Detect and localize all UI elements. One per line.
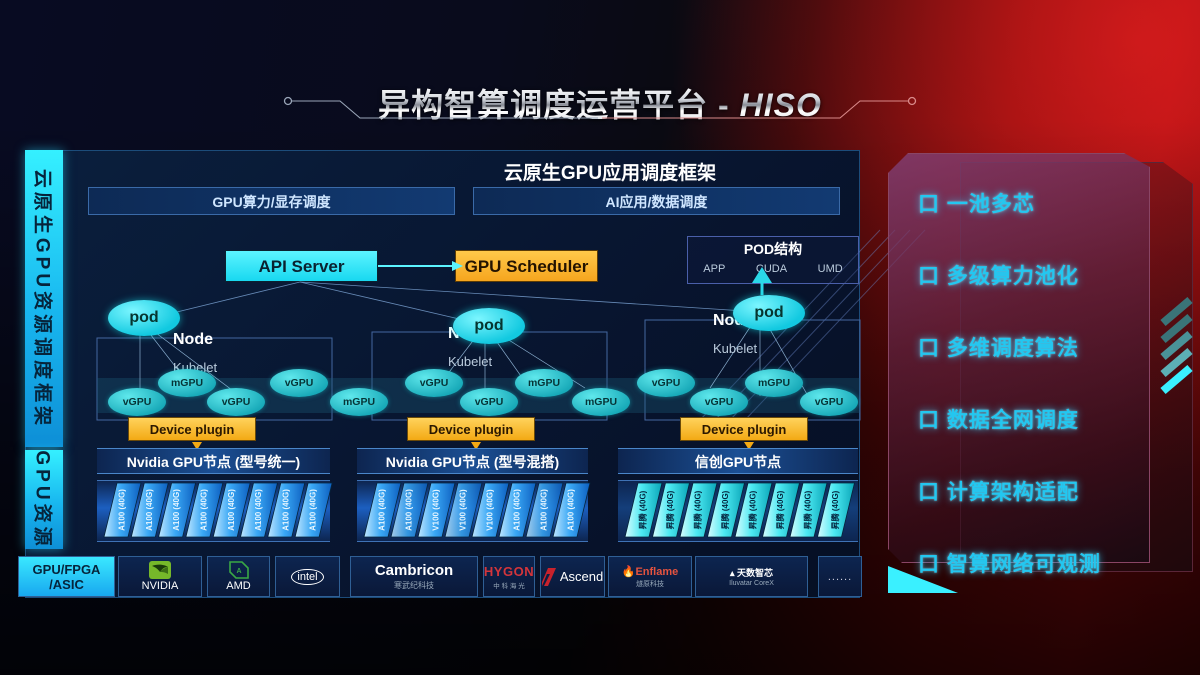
svg-text:昇腾 (40G): 昇腾 (40G) <box>830 490 840 529</box>
svg-text:A100 (40G): A100 (40G) <box>118 489 127 531</box>
svg-text:A100 (40G): A100 (40G) <box>513 489 522 531</box>
svg-text:A100 (40G): A100 (40G) <box>405 489 414 531</box>
svg-text:V100 (40G): V100 (40G) <box>486 489 495 531</box>
svg-text:昇腾 (40G): 昇腾 (40G) <box>638 490 648 529</box>
svg-text:昇腾 (40G): 昇腾 (40G) <box>693 490 703 529</box>
svg-text:昇腾 (40G): 昇腾 (40G) <box>748 490 758 529</box>
svg-text:A100 (40G): A100 (40G) <box>540 489 549 531</box>
svg-text:V100 (40G): V100 (40G) <box>432 489 441 531</box>
svg-text:昇腾 (40G): 昇腾 (40G) <box>775 490 785 529</box>
svg-text:A100 (40G): A100 (40G) <box>309 489 318 531</box>
svg-text:A100 (40G): A100 (40G) <box>378 489 387 531</box>
svg-text:A100 (40G): A100 (40G) <box>200 489 209 531</box>
svg-text:A100 (40G): A100 (40G) <box>567 489 576 531</box>
svg-text:A100 (40G): A100 (40G) <box>254 489 263 531</box>
svg-text:昇腾 (40G): 昇腾 (40G) <box>803 490 813 529</box>
svg-text:昇腾 (40G): 昇腾 (40G) <box>720 490 730 529</box>
svg-text:A100 (40G): A100 (40G) <box>281 489 290 531</box>
svg-text:A100 (40G): A100 (40G) <box>227 489 236 531</box>
svg-text:V100 (40G): V100 (40G) <box>459 489 468 531</box>
svg-text:昇腾 (40G): 昇腾 (40G) <box>665 490 675 529</box>
svg-text:A100 (40G): A100 (40G) <box>145 489 154 531</box>
svg-text:A100 (40G): A100 (40G) <box>172 489 181 531</box>
